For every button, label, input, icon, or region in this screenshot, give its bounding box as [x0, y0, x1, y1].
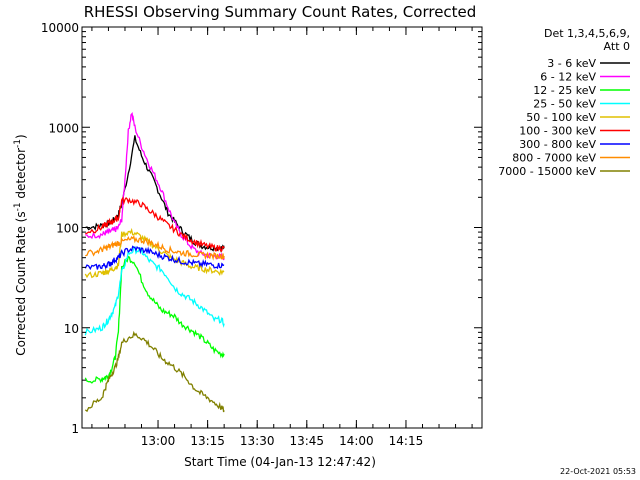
y-axis-label-sup2: -1 — [13, 139, 23, 148]
series-layer — [84, 112, 225, 413]
legend-label: 3 - 6 keV — [547, 57, 596, 70]
y-axis-label-mid: detector — [14, 148, 28, 203]
series-line-8 — [84, 330, 225, 413]
series-line-1 — [85, 112, 225, 261]
x-tick-label: 13:45 — [289, 434, 324, 448]
y-tick-label: 1000 — [48, 121, 79, 135]
legend-header-line1: Det 1,3,4,5,6,9, — [544, 27, 630, 40]
legend-label: 25 - 50 keV — [533, 98, 596, 111]
y-axis-ticks: 1 10 100 1000 10000 — [41, 21, 482, 436]
x-tick-label: 14:15 — [389, 434, 424, 448]
series-line-6 — [84, 245, 225, 271]
x-tick-label: 13:00 — [141, 434, 176, 448]
x-axis-label: Start Time (04-Jan-13 12:47:42) — [184, 455, 376, 469]
legend-label: 12 - 25 keV — [533, 84, 596, 97]
legend-label: 100 - 300 keV — [519, 125, 596, 138]
plot-frame — [81, 26, 483, 429]
series-line-4 — [84, 227, 225, 279]
legend-label: 7000 - 15000 keV — [498, 165, 596, 178]
series-line-5 — [85, 196, 225, 253]
x-tick-label: 13:30 — [240, 434, 275, 448]
svg-text:Corrected Count Rate (s-1 dete: Corrected Count Rate (s-1 detector-1) — [13, 134, 28, 355]
plot-area — [81, 26, 483, 429]
x-axis-ticks: 13:00 13:15 13:30 13:45 14:00 14:15 — [91, 27, 473, 448]
series-line-7 — [85, 235, 225, 261]
y-axis-label-main: Corrected Count Rate (s — [14, 211, 28, 355]
y-tick-label: 10 — [64, 322, 79, 336]
y-axis-label: Corrected Count Rate (s-1 detector-1) — [13, 134, 28, 355]
y-tick-label: 10000 — [41, 21, 79, 35]
timestamp: 22-Oct-2021 05:53 — [560, 467, 636, 476]
y-tick-label: 1 — [71, 422, 79, 436]
series-line-3 — [84, 245, 225, 336]
series-line-0 — [85, 135, 225, 253]
legend-label: 300 - 800 keV — [519, 138, 596, 151]
legend-label: 6 - 12 keV — [540, 71, 596, 84]
legend-header-line2: Att 0 — [604, 40, 630, 53]
x-tick-label: 13:15 — [190, 434, 225, 448]
legend-label: 50 - 100 keV — [526, 111, 596, 124]
y-axis-label-end: ) — [14, 134, 28, 139]
y-axis-label-sup1: -1 — [13, 202, 23, 211]
x-tick-label: 14:00 — [339, 434, 374, 448]
chart-title: RHESSI Observing Summary Count Rates, Co… — [84, 3, 477, 21]
legend-label: 800 - 7000 keV — [512, 152, 596, 165]
y-tick-label: 100 — [56, 222, 79, 236]
